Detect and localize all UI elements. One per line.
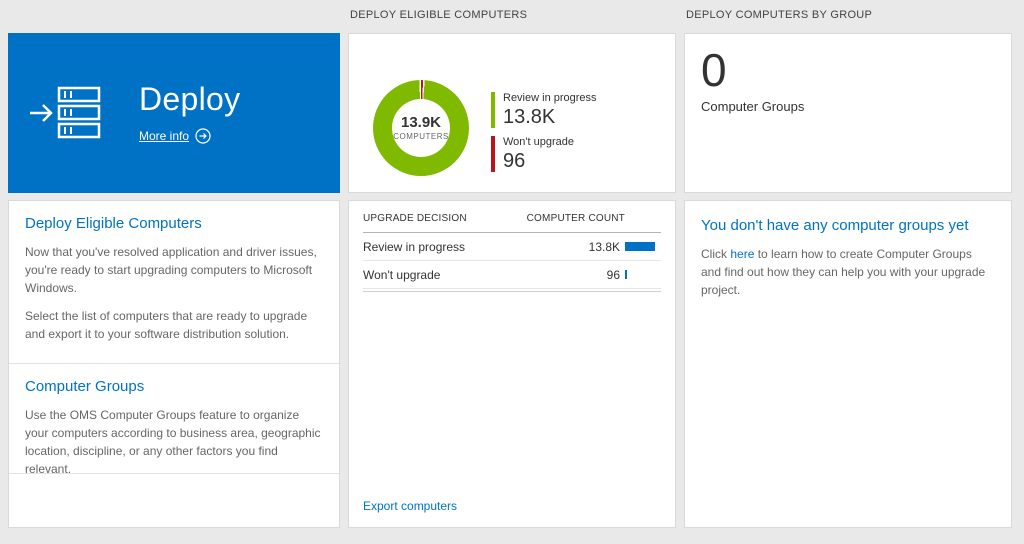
row-count-bar [625,270,627,279]
row-bar-area [625,242,661,251]
legend-color-bar [491,92,495,128]
donut-total-label: COMPUTERS [393,132,449,142]
computer-groups-count-tile[interactable]: 0 Computer Groups [684,33,1012,193]
section-deploy-eligible-computers: Deploy Eligible Computers Now that you'v… [9,201,339,363]
empty-state-heading: You don't have any computer groups yet [701,217,969,234]
table-header-upgrade-decision: UPGRADE DECISION [363,213,467,224]
section-paragraph: Use the OMS Computer Groups feature to o… [25,408,321,476]
computer-groups-count: 0 [701,44,727,96]
table-header-row: UPGRADE DECISION COMPUTER COUNT [363,201,661,233]
donut-center: 13.9K COMPUTERS [392,99,450,157]
column-header-deploy-computers-by-group: DEPLOY COMPUTERS BY GROUP [686,9,873,21]
deploy-eligible-computers-column: DEPLOY ELIGIBLE COMPUTERS 13.9K COMPUTER… [348,0,676,544]
legend-color-bar [491,136,495,173]
row-count-bar [625,242,655,251]
tile-title: Deploy [139,81,241,118]
section-paragraph: Now that you've resolved application and… [25,245,317,295]
export-computers-link[interactable]: Export computers [363,499,458,513]
section-empty [9,473,339,527]
donut-legend: Review in progress 13.8K Won't upgrade 9… [491,92,597,172]
section-heading: Computer Groups [25,378,145,395]
here-link[interactable]: here [730,247,755,261]
empty-state-text-before: Click [701,247,731,261]
table-header-computer-count: COMPUTER COUNT [526,213,625,224]
row-label: Won't upgrade [363,267,441,282]
empty-state-text-after: to learn how to create Computer Groups a… [701,247,986,297]
table-row[interactable]: Review in progress 13.8K [363,233,661,261]
row-value: 96 [606,267,620,282]
column-header-deploy-eligible-computers: DEPLOY ELIGIBLE COMPUTERS [350,9,528,21]
upgrade-decision-table-panel: UPGRADE DECISION COMPUTER COUNT Review i… [348,200,676,528]
section-heading: Deploy Eligible Computers [25,215,202,232]
table-row[interactable]: Won't upgrade 96 [363,261,661,289]
more-info-link[interactable]: More info [139,127,240,144]
deploy-tile[interactable]: Deploy More info [8,33,340,193]
legend-value: 96 [503,150,526,173]
legend-item-wont-upgrade[interactable]: Won't upgrade 96 [491,136,597,172]
deploy-computers-by-group-column: DEPLOY COMPUTERS BY GROUP 0 Computer Gro… [684,0,1012,544]
legend-value: 13.8K [503,106,556,129]
section-paragraph: Select the list of computers that are re… [25,309,308,341]
more-info-label: More info [139,128,190,143]
row-value: 13.8K [588,239,620,254]
computer-groups-empty-state-panel: You don't have any computer groups yet C… [684,200,1012,528]
deploy-overview-column: Deploy More info Deploy Eligible Compute… [8,0,340,544]
empty-state-text: Click here to learn how to create Comput… [701,245,995,299]
eligible-computers-donut-tile[interactable]: 13.9K COMPUTERS Review in progress 13.8K… [348,33,676,193]
arrow-circle-icon [195,127,211,144]
row-label: Review in progress [363,239,466,254]
section-computer-groups: Computer Groups Use the OMS Computer Gro… [9,363,339,476]
legend-item-review-in-progress[interactable]: Review in progress 13.8K [491,92,597,128]
donut-total-value: 13.9K [400,113,442,131]
computer-groups-count-label: Computer Groups [701,98,805,114]
deploy-description-panel: Deploy Eligible Computers Now that you'v… [8,200,340,528]
legend-label: Won't upgrade [503,136,575,149]
deploy-icon [30,86,101,139]
table-bottom-divider [363,289,661,292]
donut-chart: 13.9K COMPUTERS [373,80,469,176]
legend-label: Review in progress [503,92,597,104]
row-bar-area [625,270,661,279]
